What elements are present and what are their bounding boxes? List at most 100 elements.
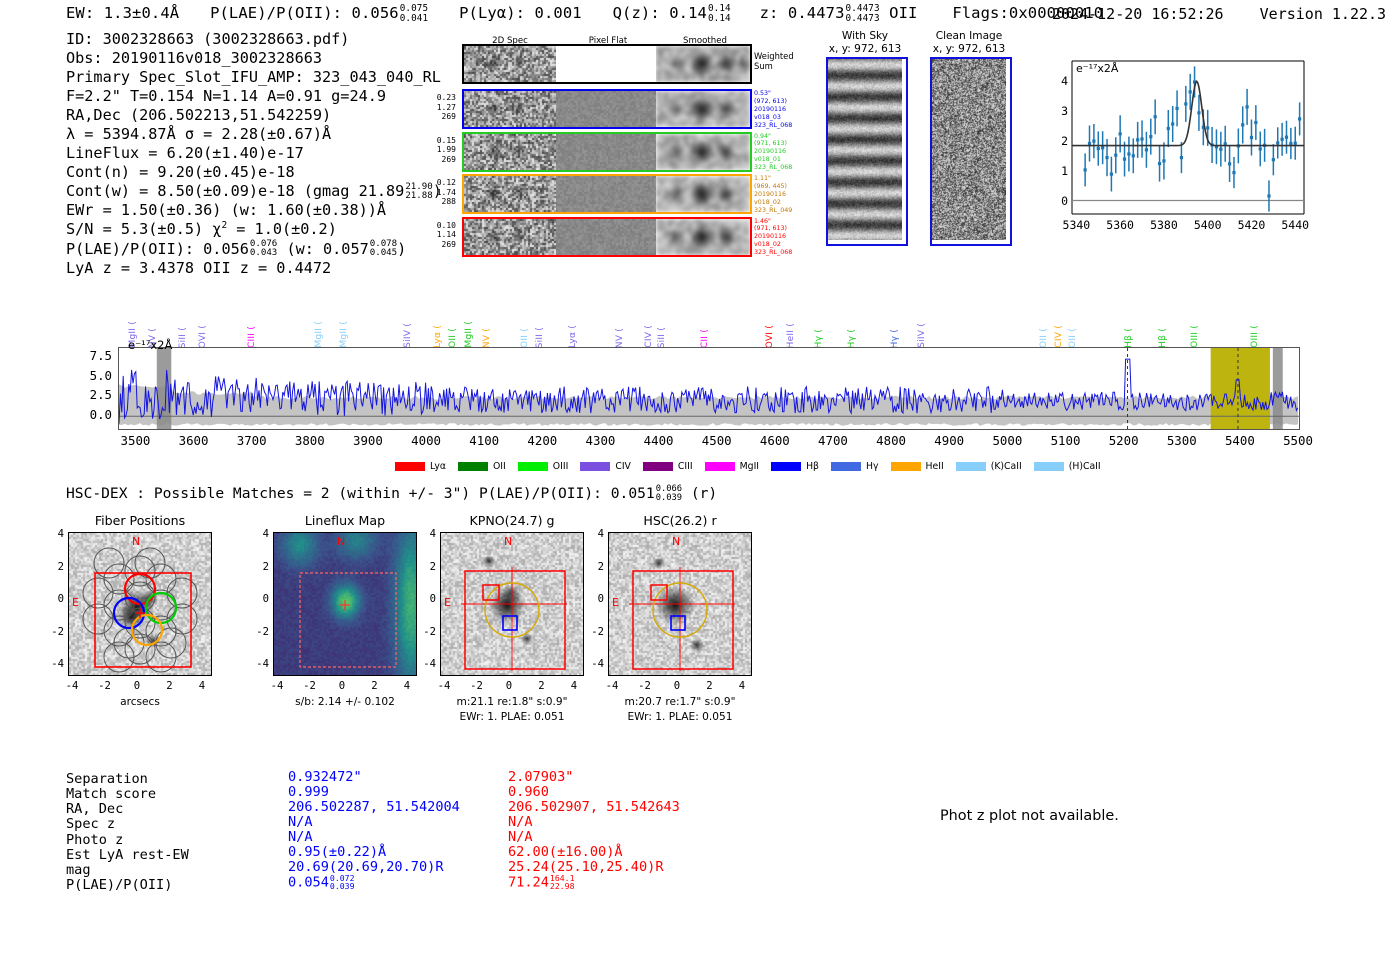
fiber-right-label: 323_RL_068 [754,121,793,129]
legend-label: MgII [739,461,760,472]
source-info-block: ID: 3002328663 (3002328663.pdf) Obs: 201… [66,30,442,278]
spectrum-line-label: SiIV ( [402,323,413,348]
info-redshifts: LyA z = 3.4378 OII z = 0.4472 [66,258,332,277]
cutout-x-tick: 0 [673,680,681,692]
spec2d-panel-group: 2D Spec Pixel Flat Smoothed [462,36,752,251]
fit-y-tick: 4 [1061,73,1068,88]
fiber-right-label: 20190116 [754,105,787,113]
legend-swatch [395,462,425,471]
spectrum-line-label: OVI ( [765,324,776,348]
cutout-y-tick: -2 [256,625,269,638]
timestamp: 2024-12-20 16:52:26 [1052,5,1224,23]
legend-label: OII [492,461,506,472]
cutout-panel-title: HSC(26.2) r [643,513,717,528]
info-obs: Obs: 20190116v018_3002328663 [66,49,323,68]
cutout-y-tick: 4 [262,528,269,540]
cutout-panel-image[interactable] [273,532,417,676]
cutout-panel-title: KPNO(24.7) g [469,513,555,528]
spectrum-line-label: MgII ( [464,321,475,348]
fiber-pixelflat [556,133,656,170]
header-qz-label: Q(z): [612,4,660,22]
cutout-y-tick: -2 [51,625,64,638]
fit-y-tick: 0 [1061,193,1068,208]
fiber-2dspec [464,133,556,170]
fit-x-tick: 5400 [1193,218,1222,232]
table-row-red: 25.24(25.10,25.40)R [508,859,664,876]
top-cutout-image [930,57,1012,246]
fiber-smoothed [656,176,750,212]
compass-north: N [672,535,681,548]
cutout-overlay [82,547,198,673]
fit-y-tick: 3 [1061,103,1068,118]
legend-label: Hγ [866,461,879,472]
fiber-left-label: 0.15 [436,135,456,145]
spectrum-line-label: OII ( [1038,328,1049,348]
fiber-right-label: 20190116 [754,233,787,241]
cutout-x-tick: 2 [706,680,713,692]
cutout-panel-title: Lineflux Map [304,513,386,528]
cutout-x-tick: 4 [738,680,746,692]
spectrum-x-tick: 4100 [469,433,500,448]
header-flags: Flags:0x00000010 [952,4,1104,22]
header-ew: EW: 1.3±0.4Å [66,4,180,22]
info-ewr: EWr = 1.50(±0.36) (w: 1.60(±0.38))Å [66,201,387,220]
fiber-smoothed [656,91,750,127]
cutout-caption: m:20.7 re:1.7" s:0.9" [624,696,736,708]
cutout-y-tick: 2 [429,560,436,573]
fiber-left-label: 269 [441,112,456,122]
fiber-left-labels: 0.23 1.27 269 [422,93,456,122]
spectrum-line-label: SiII ( [178,326,188,348]
info-id: ID: 3002328663 (3002328663.pdf) [66,30,350,48]
spectrum-x-tick: 4400 [643,433,674,448]
legend-swatch [457,462,488,471]
spectrum-x-tick: 3800 [294,433,325,448]
cutout-caption: s/b: 2.14 +/- 0.102 [295,696,395,708]
fiber-left-label: 0.12 [436,178,456,187]
cutout-y-tick: 4 [429,528,436,540]
spec2d-fiber-row [462,89,752,129]
cutout-x-tick: -2 [98,680,111,692]
spectrum-x-tick: 5400 [1224,433,1255,448]
table-row-blue: 20.69(20.69,20.70)R [288,859,444,876]
spectrum-y-tick: 2.5 [89,387,112,403]
cutout-y-tick: 4 [57,528,64,540]
top-cutout-title: With Sky x, y: 972, 613 [804,30,926,55]
fit-x-tick: 5340 [1062,218,1091,232]
fiber-right-label: (972, 613) [754,97,787,105]
fiber-left-label: 1.74 [436,187,456,197]
fiber-pixelflat [556,218,656,255]
spectrum-x-tick: 5500 [1283,433,1313,448]
cutout-panel-image[interactable] [440,532,584,676]
matches-heading: HSC-DEX : Possible Matches = 2 (within +… [66,484,718,503]
header-plae-label: P(LAE)/P(OII): [210,4,343,22]
header-plae-hi: 0.075 [399,3,429,15]
spectrum-line-label: Hγ ( [813,328,824,348]
cutout-panel-image[interactable] [68,532,212,676]
header-plae-value: 0.056 [351,4,399,22]
header-summary-line: EW: 1.3±0.4Å P(LAE)/P(OII): 0.056 0.075 0.… [66,4,1103,23]
fiber-right-label: 20190116 [754,190,787,198]
fit-plot-units: e⁻¹⁷x2Å [1076,62,1119,75]
spectrum-y-axis: 0.0 2.5 5.0 7.5 [78,347,116,430]
cutout-panel-image[interactable] [608,532,752,676]
fiber-right-label: v018_02 [754,241,781,249]
cutout-overlay [629,567,735,671]
weighted-sum-label: Weighted Sum [754,51,794,71]
fit-y-tick: 1 [1061,163,1068,178]
info-seeing: F=2.2" T=0.154 N=1.14 A=0.91 g=24.9 [66,87,387,106]
spectrum-line-label: OIII ( [1189,325,1200,348]
header-qz-value: 0.14 [669,4,707,22]
fit-plot-svg [1071,60,1305,215]
fiber-right-label: (971, 613) [754,140,787,148]
spectrum-line-label: HeII ( [785,322,796,348]
cutout-x-tick: 4 [570,680,578,692]
spectrum-x-tick: 4200 [527,433,558,448]
compass-east: E [444,596,451,609]
spec2d-title-2dspec: 2D Spec [492,36,528,46]
gaussian-fit-curve [1072,80,1304,147]
fiber-right-label: 1.11" [754,175,771,182]
fiber-2dspec [464,218,556,255]
cutout-x-tick: -4 [605,680,619,692]
spectrum-x-tick: 4700 [818,433,848,448]
legend-swatch [890,462,921,471]
